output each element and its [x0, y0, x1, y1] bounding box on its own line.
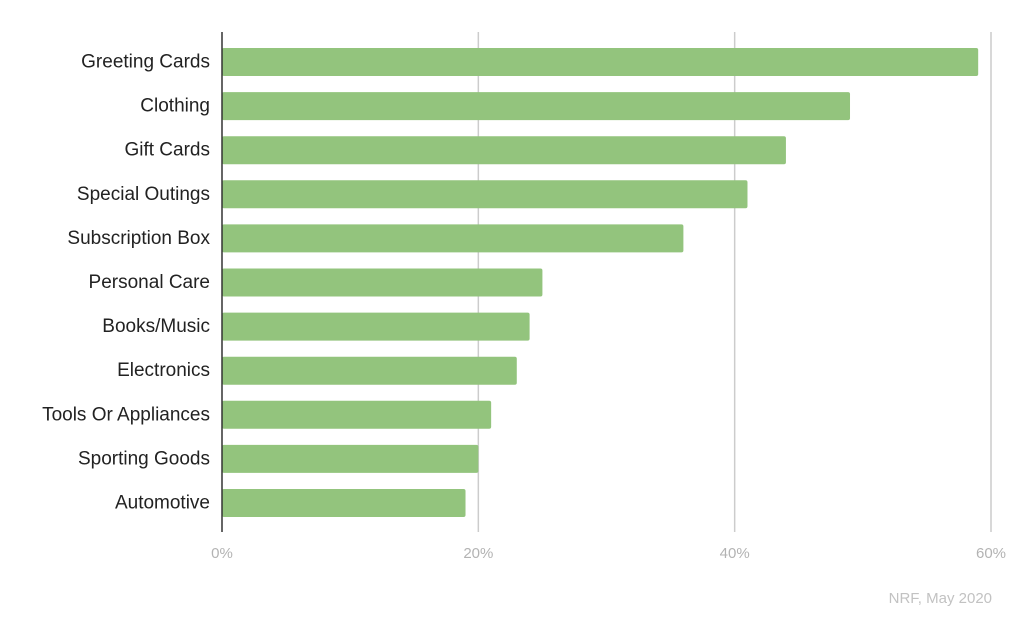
category-label: Electronics — [117, 360, 210, 381]
bar — [222, 400, 492, 429]
category-label: Greeting Cards — [81, 52, 210, 73]
category-label: Sporting Goods — [78, 448, 210, 469]
source-note: NRF, May 2020 — [888, 590, 992, 607]
bar — [222, 48, 979, 76]
category-label: Gift Cards — [124, 140, 210, 161]
category-label: Automotive — [115, 493, 210, 514]
category-label: Personal Care — [89, 272, 210, 293]
tick-label: 0% — [211, 545, 233, 562]
tick-label: 40% — [720, 545, 750, 562]
category-label: Clothing — [140, 96, 210, 117]
bar — [222, 268, 543, 297]
bar — [222, 312, 530, 341]
category-labels: Greeting Cards Clothing Gift Cards Special … — [42, 52, 210, 514]
category-label: Tools Or Appliances — [42, 404, 210, 425]
bar — [222, 180, 748, 209]
bar — [222, 136, 786, 165]
tick-label: 60% — [976, 545, 1006, 562]
tick-label: 20% — [463, 545, 493, 562]
bar — [222, 92, 851, 121]
x-axis-tick-labels: 0% 20% 40% 60% — [211, 545, 1006, 562]
category-label: Books/Music — [102, 316, 210, 337]
bar — [222, 224, 684, 253]
category-label: Special Outings — [77, 184, 210, 205]
category-label: Subscription Box — [67, 228, 210, 249]
bar — [222, 356, 517, 385]
bars — [222, 48, 979, 517]
bar — [222, 444, 479, 473]
bar — [222, 489, 466, 517]
